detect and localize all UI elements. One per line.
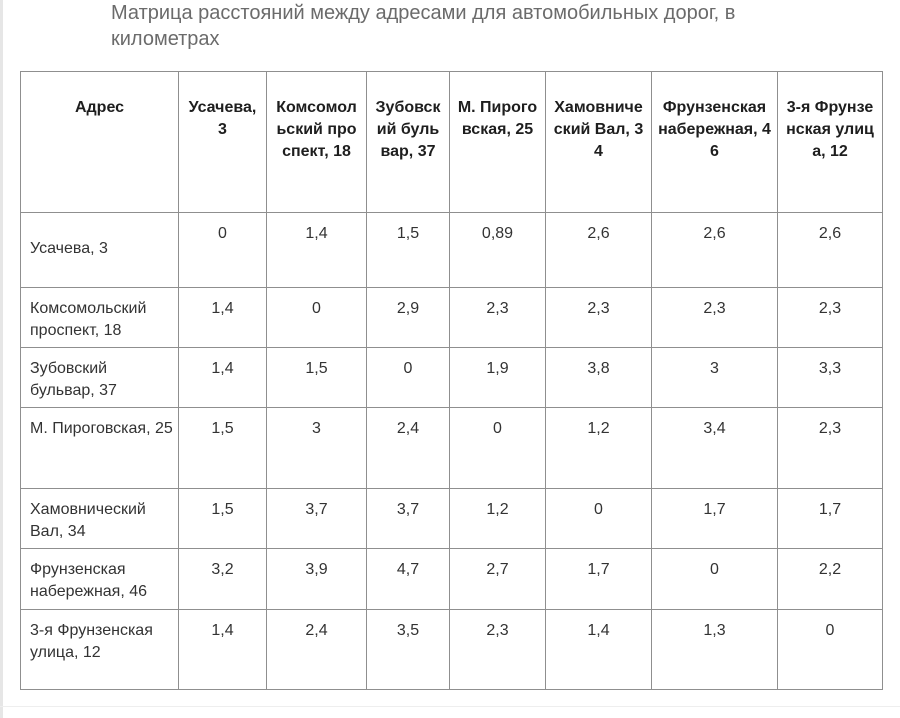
distance-cell: 1,7 xyxy=(651,488,778,549)
distance-cell: 0 xyxy=(178,212,267,288)
distance-cell: 2,3 xyxy=(777,407,883,489)
distance-cell: 1,4 xyxy=(266,212,367,288)
distance-cell: 1,4 xyxy=(178,347,267,408)
column-header: Комсомольский проспект, 18 xyxy=(266,71,367,213)
distance-cell: 2,6 xyxy=(651,212,778,288)
row-address-cell: М. Пироговская, 25 xyxy=(20,407,179,489)
left-gutter xyxy=(0,0,3,718)
column-header: 3-я Фрунзенская улица, 12 xyxy=(777,71,883,213)
distance-cell: 2,9 xyxy=(366,287,450,348)
table-row: Усачева, 3 0 1,4 1,5 0,89 2,6 2,6 2,6 xyxy=(20,212,883,288)
table-row: Хамовнический Вал, 34 1,5 3,7 3,7 1,2 0 … xyxy=(20,488,883,549)
column-header: М. Пироговская, 25 xyxy=(449,71,546,213)
distance-matrix-table: Адрес Усачева, 3 Комсомольский проспект,… xyxy=(20,71,883,690)
distance-cell: 2,6 xyxy=(545,212,652,288)
distance-cell: 1,7 xyxy=(545,548,652,610)
distance-cell: 3 xyxy=(266,407,367,489)
row-address-cell: Комсомольский проспект, 18 xyxy=(20,287,179,348)
distance-cell: 3,3 xyxy=(777,347,883,408)
distance-cell: 1,4 xyxy=(545,609,652,690)
bottom-divider xyxy=(0,706,900,707)
table-row: Фрунзенская набережная, 46 3,2 3,9 4,7 2… xyxy=(20,548,883,610)
distance-cell: 2,3 xyxy=(545,287,652,348)
table-row: Зубовский бульвар, 37 1,4 1,5 0 1,9 3,8 … xyxy=(20,347,883,408)
column-header: Фрунзенская набережная, 46 xyxy=(651,71,778,213)
distance-cell: 2,3 xyxy=(449,609,546,690)
distance-cell: 1,9 xyxy=(449,347,546,408)
distance-cell: 1,5 xyxy=(178,488,267,549)
column-header: Усачева, 3 xyxy=(178,71,267,213)
distance-cell: 0,89 xyxy=(449,212,546,288)
row-address-cell: Усачева, 3 xyxy=(20,212,179,288)
distance-cell: 2,6 xyxy=(777,212,883,288)
row-address-cell: Зубовский бульвар, 37 xyxy=(20,347,179,408)
distance-cell: 1,5 xyxy=(266,347,367,408)
row-address-cell: Хамовнический Вал, 34 xyxy=(20,488,179,549)
row-address-cell: 3-я Фрунзенская улица, 12 xyxy=(20,609,179,690)
distance-cell: 4,7 xyxy=(366,548,450,610)
distance-cell: 0 xyxy=(266,287,367,348)
distance-cell: 1,4 xyxy=(178,287,267,348)
distance-cell: 1,7 xyxy=(777,488,883,549)
distance-cell: 3,5 xyxy=(366,609,450,690)
distance-cell: 2,7 xyxy=(449,548,546,610)
distance-cell: 3,7 xyxy=(366,488,450,549)
table-row: 3-я Фрунзенская улица, 12 1,4 2,4 3,5 2,… xyxy=(20,609,883,690)
distance-cell: 3,8 xyxy=(545,347,652,408)
distance-cell: 1,5 xyxy=(178,407,267,489)
distance-cell: 0 xyxy=(777,609,883,690)
header-row: Адрес Усачева, 3 Комсомольский проспект,… xyxy=(20,71,883,213)
distance-cell: 0 xyxy=(545,488,652,549)
distance-cell: 1,2 xyxy=(449,488,546,549)
distance-cell: 3,2 xyxy=(178,548,267,610)
distance-cell: 2,4 xyxy=(266,609,367,690)
distance-cell: 3 xyxy=(651,347,778,408)
distance-cell: 0 xyxy=(651,548,778,610)
distance-cell: 1,2 xyxy=(545,407,652,489)
distance-cell: 1,4 xyxy=(178,609,267,690)
distance-cell: 1,3 xyxy=(651,609,778,690)
distance-cell: 3,9 xyxy=(266,548,367,610)
table-row: М. Пироговская, 25 1,5 3 2,4 0 1,2 3,4 2… xyxy=(20,407,883,489)
column-header: Зубовский бульвар, 37 xyxy=(366,71,450,213)
table-caption: Матрица расстояний между адресами для ав… xyxy=(111,2,736,50)
distance-cell: 3,4 xyxy=(651,407,778,489)
distance-cell: 2,3 xyxy=(449,287,546,348)
distance-cell: 2,3 xyxy=(777,287,883,348)
table-row: Комсомольский проспект, 18 1,4 0 2,9 2,3… xyxy=(20,287,883,348)
distance-cell: 3,7 xyxy=(266,488,367,549)
distance-cell: 0 xyxy=(449,407,546,489)
distance-cell: 1,5 xyxy=(366,212,450,288)
distance-cell: 2,4 xyxy=(366,407,450,489)
distance-cell: 0 xyxy=(366,347,450,408)
column-header: Хамовнический Вал, 34 xyxy=(545,71,652,213)
distance-cell: 2,2 xyxy=(777,548,883,610)
column-header-address: Адрес xyxy=(20,71,179,213)
row-address-cell: Фрунзенская набережная, 46 xyxy=(20,548,179,610)
distance-cell: 2,3 xyxy=(651,287,778,348)
